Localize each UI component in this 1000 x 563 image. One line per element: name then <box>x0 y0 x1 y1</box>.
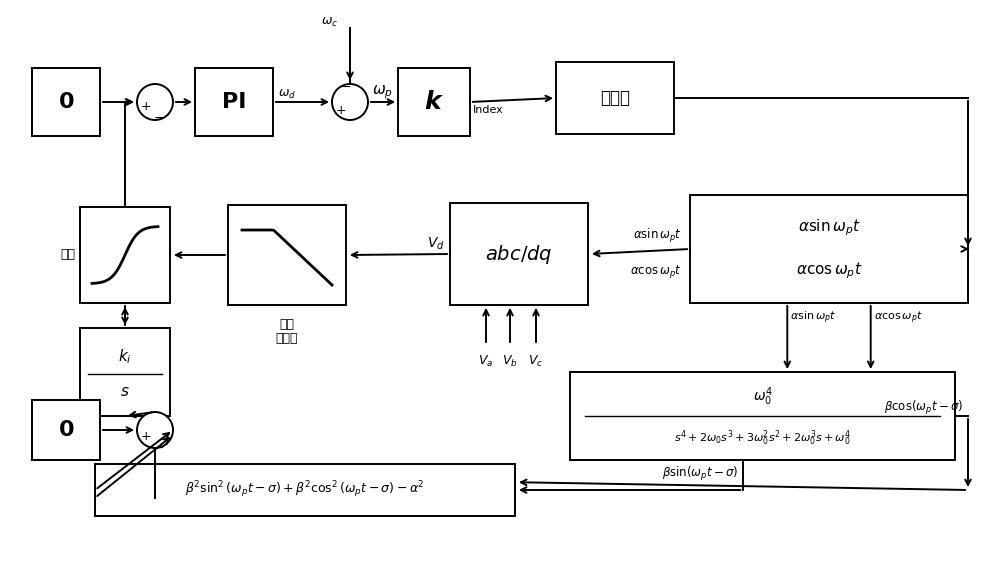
Text: $\alpha\cos\omega_p t$: $\alpha\cos\omega_p t$ <box>630 263 682 280</box>
Bar <box>570 372 955 460</box>
Text: 正弦表: 正弦表 <box>600 89 630 107</box>
Text: $s$: $s$ <box>120 384 130 399</box>
Text: +: + <box>141 101 151 114</box>
Text: $\alpha\cos\omega_p t$: $\alpha\cos\omega_p t$ <box>874 310 923 326</box>
Bar <box>80 328 170 416</box>
Text: $\boldsymbol{k}$: $\boldsymbol{k}$ <box>424 90 444 114</box>
Text: 限幅: 限幅 <box>60 248 75 261</box>
Text: $\alpha\sin\omega_p t$: $\alpha\sin\omega_p t$ <box>633 227 682 245</box>
Text: PI: PI <box>222 92 246 112</box>
Text: $V_c$: $V_c$ <box>528 354 544 369</box>
Text: $V_d$: $V_d$ <box>427 236 445 252</box>
Text: Index: Index <box>473 105 504 115</box>
Text: $\omega_d$: $\omega_d$ <box>278 87 296 101</box>
Bar <box>690 195 968 303</box>
Text: $-$: $-$ <box>340 79 352 92</box>
Text: $\beta\cos(\omega_p t-\sigma)$: $\beta\cos(\omega_p t-\sigma)$ <box>884 399 963 417</box>
Text: $V_b$: $V_b$ <box>502 354 518 369</box>
Bar <box>228 205 346 305</box>
Text: +: + <box>336 104 346 117</box>
Text: $\omega_c$: $\omega_c$ <box>321 15 338 29</box>
Text: 滤波器: 滤波器 <box>276 333 298 346</box>
Text: $\alpha\sin\omega_p t$: $\alpha\sin\omega_p t$ <box>798 217 860 238</box>
Text: +: + <box>141 431 151 444</box>
Circle shape <box>332 84 368 120</box>
Circle shape <box>137 412 173 448</box>
Bar <box>450 203 588 305</box>
Bar <box>556 62 674 134</box>
Text: $abc/dq$: $abc/dq$ <box>485 243 553 266</box>
Circle shape <box>137 84 173 120</box>
Bar <box>32 68 100 136</box>
Text: 低通: 低通 <box>280 319 294 332</box>
Text: $k_i$: $k_i$ <box>118 347 132 365</box>
Bar <box>195 68 273 136</box>
Text: $-$: $-$ <box>153 110 165 123</box>
Text: $s^4+2\omega_0s^3+3\omega_0^2s^2+2\omega_0^3s+\omega_0^4$: $s^4+2\omega_0s^3+3\omega_0^2s^2+2\omega… <box>674 428 851 448</box>
Text: $\beta^2\sin^2(\omega_p t-\sigma)+\beta^2\cos^2(\omega_p t-\sigma)-\alpha^2$: $\beta^2\sin^2(\omega_p t-\sigma)+\beta^… <box>185 480 425 501</box>
Text: $\alpha\sin\omega_p t$: $\alpha\sin\omega_p t$ <box>790 310 837 326</box>
Text: $-$: $-$ <box>153 440 165 454</box>
Text: $\mathbf{0}$: $\mathbf{0}$ <box>58 420 74 440</box>
Bar <box>398 68 470 136</box>
Text: $\boldsymbol{\omega_p}$: $\boldsymbol{\omega_p}$ <box>372 83 393 101</box>
Text: $\mathbf{0}$: $\mathbf{0}$ <box>58 92 74 112</box>
Text: $V_a$: $V_a$ <box>478 354 494 369</box>
Bar <box>80 207 170 303</box>
Text: $\alpha\cos\omega_p t$: $\alpha\cos\omega_p t$ <box>796 260 862 281</box>
Bar <box>95 464 515 516</box>
Text: $\beta\sin(\omega_p t-\sigma)$: $\beta\sin(\omega_p t-\sigma)$ <box>662 465 738 483</box>
Text: $\omega_0^4$: $\omega_0^4$ <box>753 385 772 408</box>
Bar <box>32 400 100 460</box>
